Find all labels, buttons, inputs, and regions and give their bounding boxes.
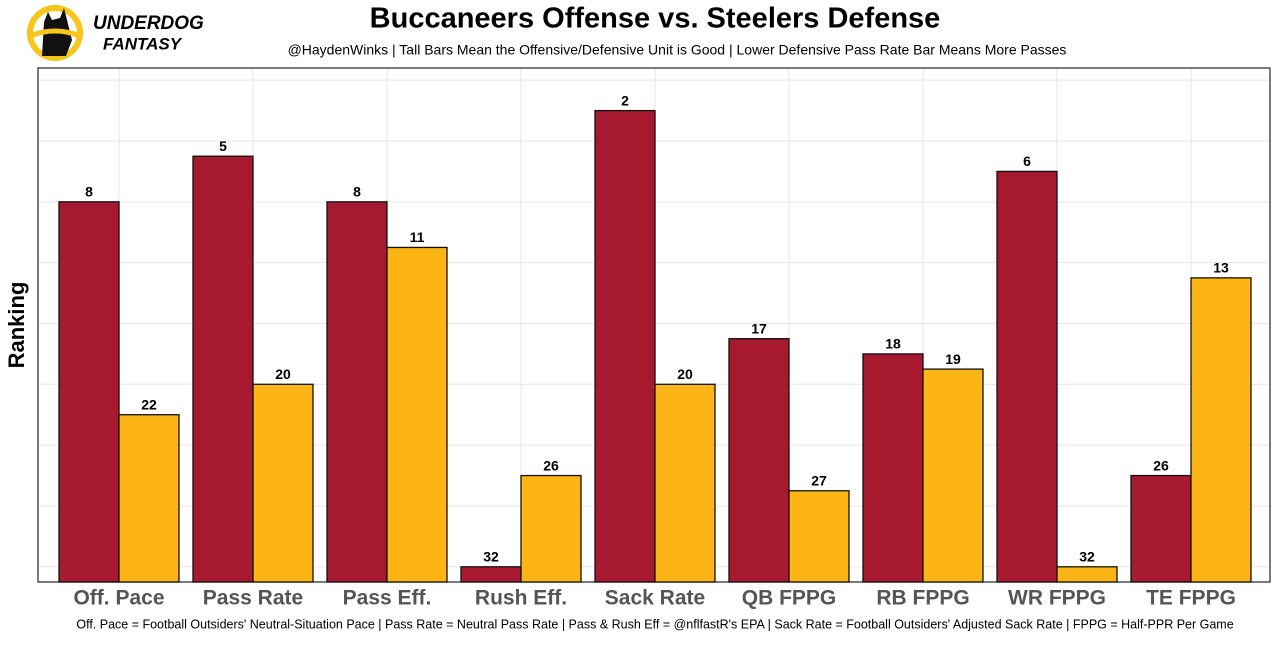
bar bbox=[788, 490, 850, 583]
data-label: 32 bbox=[483, 548, 499, 564]
bar bbox=[192, 155, 254, 583]
bar bbox=[728, 338, 790, 583]
caption: Off. Pace = Football Outsiders' Neutral-… bbox=[76, 617, 1233, 631]
x-tick-label: TE FPPG bbox=[1146, 587, 1236, 610]
bar bbox=[460, 566, 522, 583]
data-label: 20 bbox=[677, 366, 693, 382]
chart-subtitle: @HaydenWinks | Tall Bars Mean the Offens… bbox=[288, 42, 1067, 58]
brand-text: UNDERDOG bbox=[93, 13, 204, 34]
bar bbox=[520, 474, 582, 583]
brand-text: FANTASY bbox=[103, 34, 183, 53]
x-tick-label: Off. Pace bbox=[73, 587, 164, 610]
data-label: 2 bbox=[621, 92, 629, 108]
bar bbox=[252, 383, 314, 583]
y-axis-title: Ranking bbox=[4, 282, 29, 369]
bar bbox=[386, 246, 448, 583]
logo-stripe bbox=[29, 28, 81, 39]
bar bbox=[594, 109, 656, 583]
data-label: 22 bbox=[141, 396, 157, 412]
data-label: 26 bbox=[543, 457, 559, 473]
data-label: 19 bbox=[945, 351, 961, 367]
bar bbox=[326, 201, 388, 583]
data-label: 26 bbox=[1153, 457, 1169, 473]
logo: UNDERDOG FANTASY bbox=[27, 5, 204, 61]
x-tick-label: Rush Eff. bbox=[475, 587, 567, 610]
data-label: 6 bbox=[1023, 153, 1031, 169]
chart-title: Buccaneers Offense vs. Steelers Defense bbox=[370, 3, 941, 35]
data-label: 13 bbox=[1213, 260, 1229, 276]
x-tick-label: Sack Rate bbox=[605, 587, 705, 610]
data-label: 17 bbox=[751, 320, 767, 336]
data-label: 32 bbox=[1079, 548, 1095, 564]
data-label: 20 bbox=[275, 366, 291, 382]
x-tick-label: WR FPPG bbox=[1008, 587, 1106, 610]
bar bbox=[922, 368, 984, 583]
data-label: 11 bbox=[410, 229, 425, 245]
bar bbox=[862, 353, 924, 583]
bar bbox=[1056, 566, 1118, 583]
data-label: 18 bbox=[885, 336, 901, 352]
data-label: 8 bbox=[353, 184, 361, 200]
data-label: 8 bbox=[85, 184, 93, 200]
x-tick-label: Pass Eff. bbox=[343, 587, 432, 610]
bar bbox=[996, 170, 1058, 583]
data-label: 27 bbox=[811, 472, 827, 488]
x-tick-label: Pass Rate bbox=[203, 587, 303, 610]
bar bbox=[1130, 474, 1192, 583]
bar bbox=[1190, 277, 1252, 583]
bar bbox=[58, 201, 120, 583]
x-tick-label: QB FPPG bbox=[742, 587, 837, 610]
data-label: 5 bbox=[219, 138, 227, 154]
bar bbox=[118, 414, 180, 583]
bar bbox=[654, 383, 716, 583]
x-tick-label: RB FPPG bbox=[876, 587, 969, 610]
